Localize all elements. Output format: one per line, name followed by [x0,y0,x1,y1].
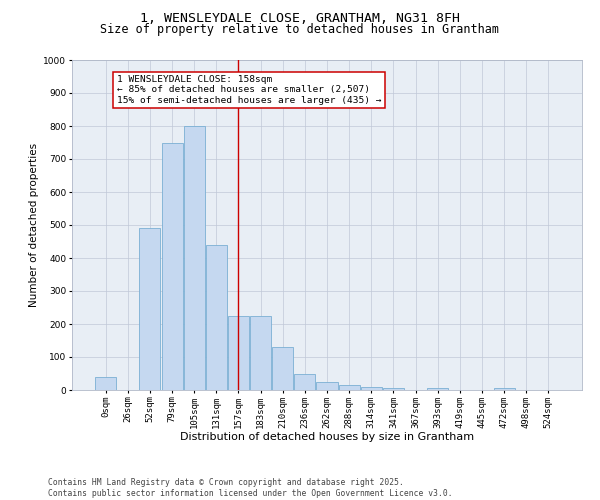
Text: Contains HM Land Registry data © Crown copyright and database right 2025.
Contai: Contains HM Land Registry data © Crown c… [48,478,452,498]
Bar [95,377,116,390]
Bar [427,388,448,390]
Text: 1 WENSLEYDALE CLOSE: 158sqm
← 85% of detached houses are smaller (2,507)
15% of : 1 WENSLEYDALE CLOSE: 158sqm ← 85% of det… [117,75,381,104]
Bar [295,374,316,390]
Y-axis label: Number of detached properties: Number of detached properties [29,143,39,307]
Bar [161,142,182,390]
Bar [494,388,515,390]
Bar [250,316,271,390]
Bar [383,388,404,390]
X-axis label: Distribution of detached houses by size in Grantham: Distribution of detached houses by size … [180,432,474,442]
Bar [206,245,227,390]
Text: 1, WENSLEYDALE CLOSE, GRANTHAM, NG31 8FH: 1, WENSLEYDALE CLOSE, GRANTHAM, NG31 8FH [140,12,460,26]
Bar [228,316,249,390]
Text: Size of property relative to detached houses in Grantham: Size of property relative to detached ho… [101,22,499,36]
Bar [272,347,293,390]
Bar [139,228,160,390]
Bar [338,385,359,390]
Bar [361,386,382,390]
Bar [316,382,338,390]
Bar [184,126,205,390]
